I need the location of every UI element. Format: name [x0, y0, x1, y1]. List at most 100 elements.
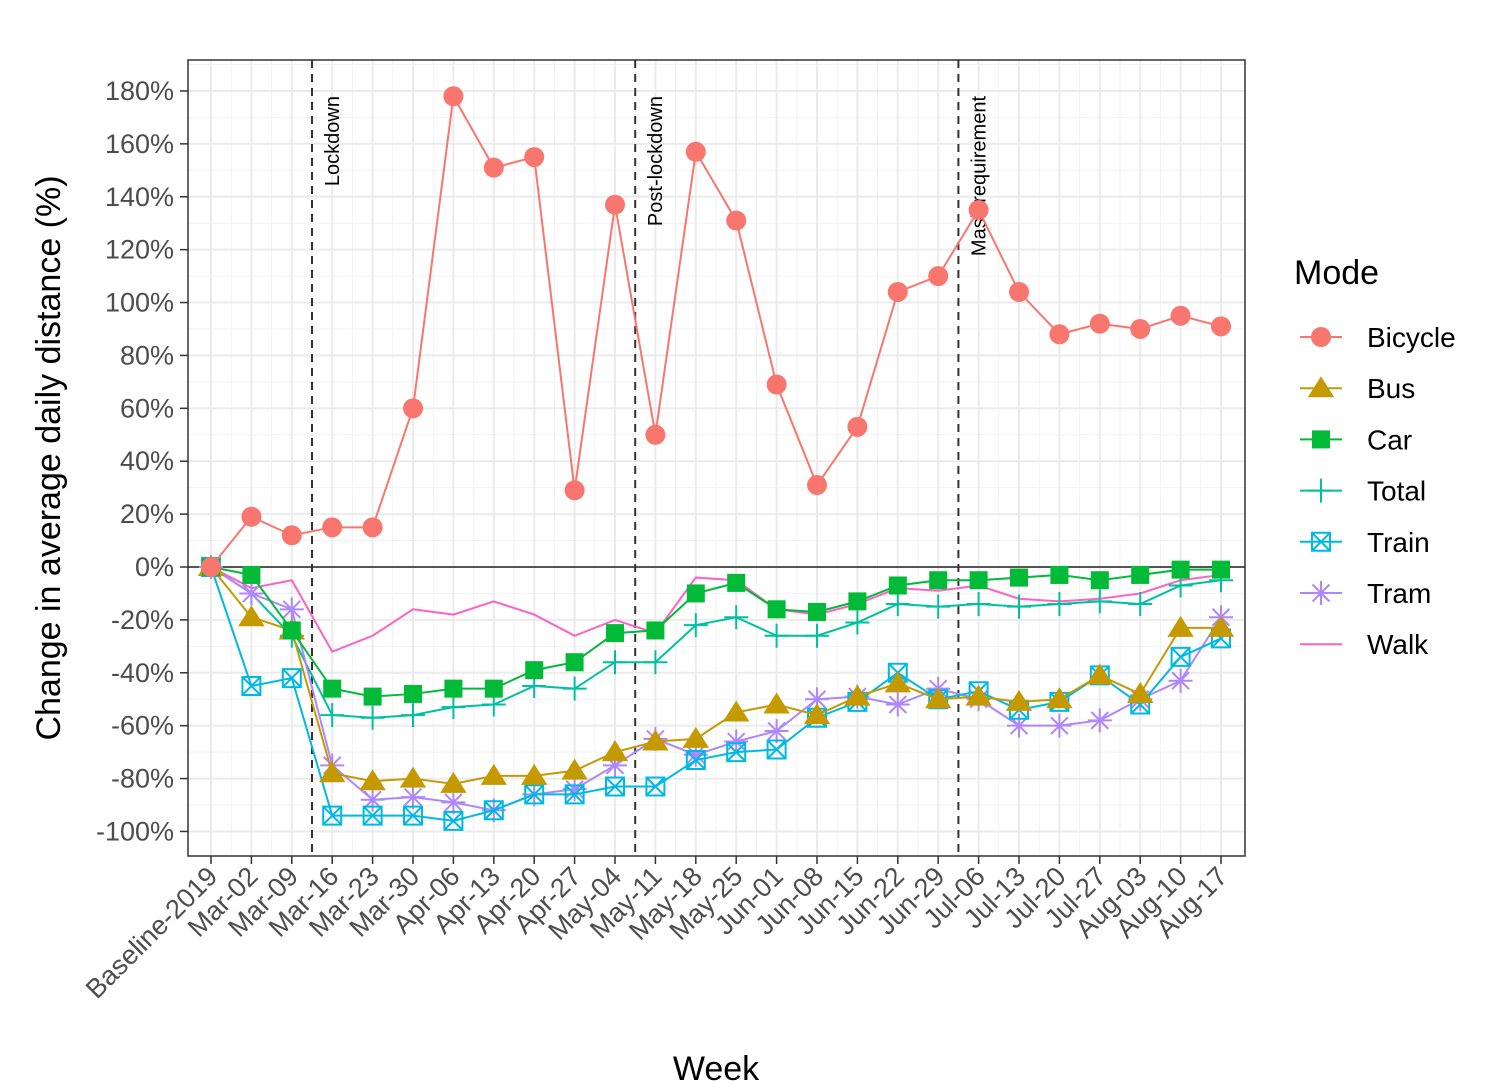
- y-tick-label: 120%: [105, 235, 174, 265]
- plot-panel-border: [187, 59, 1246, 857]
- data-point: [525, 661, 544, 680]
- event-annotation: Lockdown: [322, 96, 344, 186]
- data-point: [1009, 281, 1029, 302]
- legend-item-car: Car: [1300, 424, 1412, 455]
- data-point: [1309, 478, 1333, 503]
- data-point: [281, 668, 302, 689]
- data-point: [884, 671, 911, 693]
- series-line: [210, 566, 1222, 653]
- legend-item-tram: Tram: [1300, 578, 1431, 609]
- data-point: [1171, 560, 1190, 579]
- y-tick-label: -60%: [111, 711, 174, 741]
- data-point: [767, 600, 786, 619]
- data-point: [320, 703, 345, 728]
- data-point: [1130, 318, 1151, 339]
- data-point: [643, 650, 668, 675]
- series-walk: [210, 566, 1222, 653]
- data-point: [682, 726, 709, 748]
- series-layer: [197, 86, 1235, 831]
- data-point: [685, 141, 706, 162]
- data-point: [1311, 327, 1331, 347]
- data-point: [766, 374, 787, 395]
- data-point: [524, 784, 545, 805]
- data-point: [1307, 376, 1335, 398]
- data-point: [724, 605, 749, 630]
- data-point: [362, 517, 383, 538]
- data-point: [885, 592, 910, 617]
- data-point: [1131, 565, 1150, 584]
- data-point: [1047, 592, 1072, 617]
- data-point: [484, 679, 503, 698]
- data-point: [764, 718, 789, 743]
- data-point: [564, 480, 585, 501]
- y-tick-label: 80%: [120, 340, 174, 370]
- data-point: [1311, 531, 1331, 552]
- data-point: [887, 281, 908, 302]
- data-point: [727, 573, 746, 592]
- series-total: [199, 555, 1233, 730]
- data-point: [279, 597, 304, 622]
- event-annotation: Mask requirement: [968, 96, 990, 257]
- y-tick-label: 60%: [120, 393, 174, 423]
- data-point: [483, 157, 504, 178]
- y-tick-label: 140%: [105, 182, 174, 212]
- data-point: [1128, 592, 1153, 617]
- legend-label: Train: [1367, 527, 1430, 558]
- legend-title: Mode: [1294, 254, 1379, 292]
- data-point: [965, 684, 992, 706]
- data-point: [805, 623, 829, 648]
- data-point: [359, 769, 386, 791]
- series-car: [202, 558, 1230, 706]
- data-point: [724, 729, 749, 754]
- data-point: [929, 571, 948, 590]
- data-point: [443, 810, 464, 831]
- y-tick-label: -40%: [111, 658, 174, 688]
- data-point: [241, 676, 262, 697]
- legend: Mode Bicycle Bus Car Total Train Tram Walk: [1294, 254, 1456, 660]
- data-point: [646, 621, 665, 640]
- data-point: [645, 776, 666, 797]
- y-tick-label: -100%: [96, 816, 174, 846]
- y-axis-title: Change in average daily distance (%): [30, 175, 68, 740]
- data-point: [1050, 565, 1069, 584]
- event-annotation: Post-lockdown: [645, 96, 667, 226]
- data-point: [239, 581, 264, 606]
- data-point: [1170, 646, 1191, 667]
- data-point: [562, 676, 587, 701]
- series-bus: [197, 555, 1235, 793]
- legend-label: Bicycle: [1367, 322, 1456, 353]
- data-point: [1211, 316, 1231, 337]
- data-point: [1127, 681, 1154, 703]
- data-point: [1086, 663, 1113, 685]
- legend-item-walk: Walk: [1300, 629, 1429, 660]
- data-point: [848, 592, 867, 611]
- data-point: [323, 679, 342, 698]
- y-tick-label: -20%: [111, 605, 174, 635]
- data-point: [403, 398, 423, 419]
- legend-label: Walk: [1367, 629, 1429, 660]
- data-point: [1089, 313, 1110, 334]
- y-axis: -100% -80% -60% -40% -20% 0% 20% 40% 60% 80% 100% 1…: [96, 76, 188, 846]
- data-point: [845, 610, 870, 635]
- data-point: [1212, 560, 1230, 579]
- legend-label: Car: [1367, 424, 1412, 455]
- data-point: [363, 687, 382, 706]
- data-point: [524, 147, 545, 168]
- event-lines: [311, 60, 960, 856]
- data-point: [642, 729, 669, 751]
- y-tick-label: 160%: [105, 129, 174, 159]
- y-tick-label: 180%: [105, 76, 174, 106]
- data-point: [444, 679, 463, 698]
- legend-label: Bus: [1367, 373, 1415, 404]
- y-tick-label: -80%: [111, 764, 174, 794]
- data-point: [319, 761, 346, 783]
- data-point: [399, 766, 427, 788]
- data-point: [805, 687, 829, 712]
- data-point: [685, 750, 706, 771]
- data-point: [561, 758, 588, 780]
- data-point: [925, 687, 952, 709]
- data-point: [360, 705, 385, 730]
- data-point: [322, 805, 343, 826]
- legend-label: Total: [1367, 476, 1426, 507]
- data-point: [362, 805, 383, 826]
